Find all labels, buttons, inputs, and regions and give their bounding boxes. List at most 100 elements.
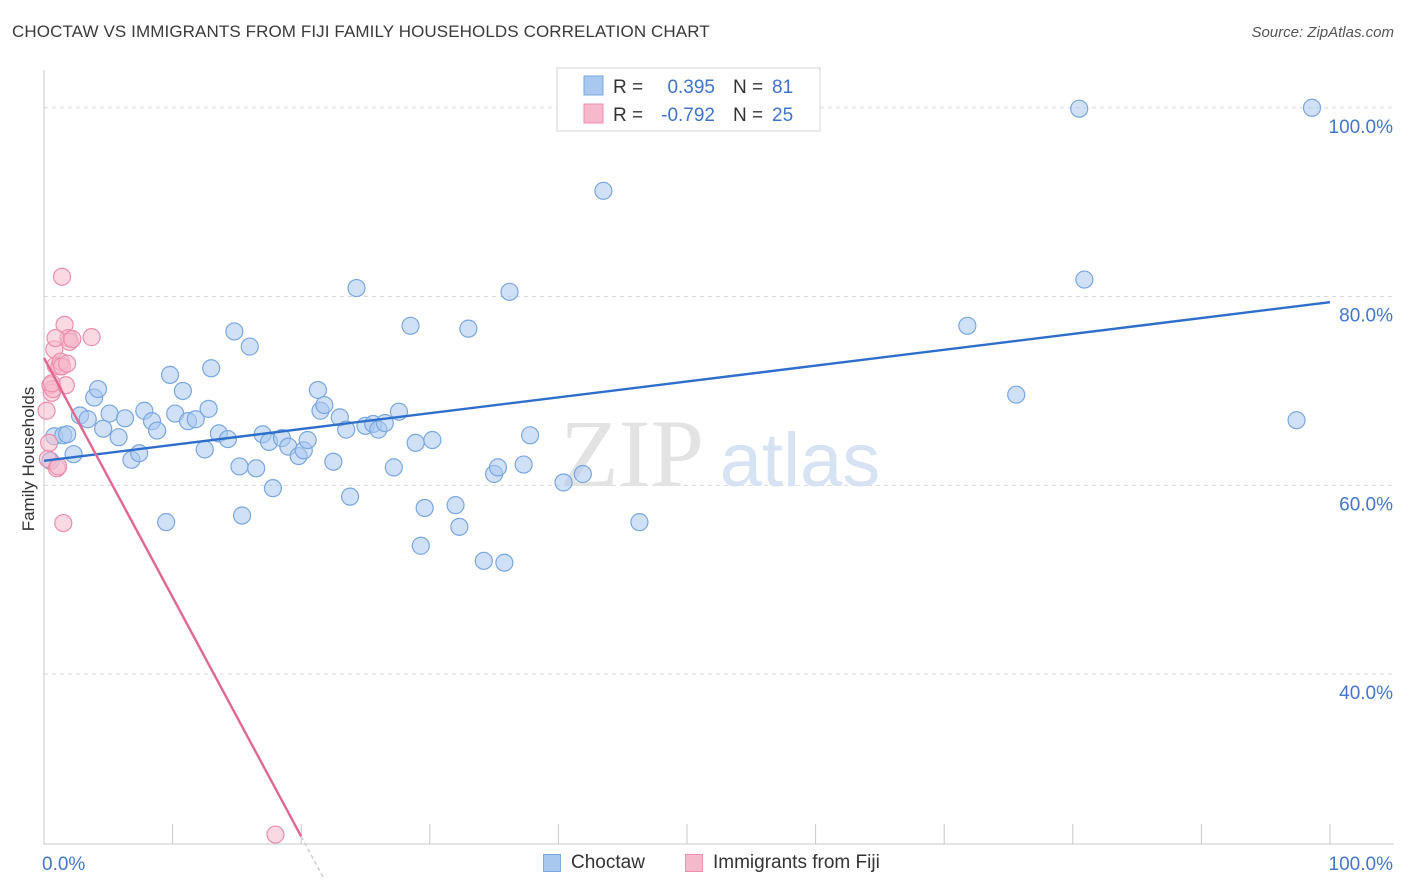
choctaw-trend-line xyxy=(43,301,1331,462)
fiji-trend-extension xyxy=(300,836,326,880)
choctaw-point xyxy=(148,421,167,440)
choctaw-point xyxy=(488,458,508,477)
choctaw-point xyxy=(64,445,83,464)
choctaw-point xyxy=(1287,411,1306,430)
choctaw-point xyxy=(500,282,519,301)
watermark-zip: ZIP xyxy=(560,400,704,507)
fiji-point xyxy=(82,328,101,347)
bottom-legend-choctaw[interactable]: Choctaw xyxy=(543,852,645,874)
choctaw-point xyxy=(78,410,97,429)
choctaw-point xyxy=(573,464,592,484)
y-tick-label: 60.0% xyxy=(1339,494,1393,515)
choctaw-point xyxy=(1302,98,1322,117)
data-points xyxy=(37,98,1322,844)
fiji-point xyxy=(58,354,77,373)
choctaw-point xyxy=(446,496,465,515)
choctaw-point xyxy=(263,479,283,498)
trend-lines xyxy=(42,301,1331,880)
choctaw-point xyxy=(347,278,366,298)
choctaw-point xyxy=(406,433,425,452)
choctaw-point xyxy=(337,420,356,439)
watermark-atlas: atlas xyxy=(720,418,881,503)
y-tick-label: 100.0% xyxy=(1329,117,1394,138)
choctaw-point xyxy=(415,498,434,518)
choctaw-point xyxy=(384,458,403,477)
y-axis-label: Family Households xyxy=(19,387,38,532)
tick-labels: 40.0% 60.0% 80.0% 100.0% 0.0% 100.0% xyxy=(42,117,1393,875)
bottom-legend-fiji[interactable]: Immigrants from Fiji xyxy=(685,852,880,874)
choctaw-point xyxy=(459,319,478,338)
choctaw-point xyxy=(247,459,266,478)
legend-n-value-2: 25 xyxy=(772,105,793,126)
choctaw-point xyxy=(521,426,540,445)
legend-n-value-1: 81 xyxy=(772,77,793,98)
choctaw-point xyxy=(1070,99,1089,118)
choctaw-point xyxy=(554,473,573,492)
choctaw-point xyxy=(315,395,334,415)
bottom-legend-swatch-choctaw xyxy=(543,854,561,872)
choctaw-point xyxy=(109,428,128,447)
y-tick-label: 80.0% xyxy=(1339,306,1393,327)
choctaw-point xyxy=(100,404,119,423)
choctaw-point xyxy=(1075,270,1094,289)
choctaw-point xyxy=(423,430,442,450)
legend: R = 0.395 N = 81 R = -0.792 N = 25 xyxy=(556,67,821,132)
legend-swatch-fiji xyxy=(583,103,604,124)
choctaw-point xyxy=(195,440,214,459)
choctaw-point xyxy=(199,399,218,418)
legend-r-value-2: -0.792 xyxy=(661,105,715,126)
legend-n-label-1: N = xyxy=(733,77,763,98)
x-tick-label-min: 0.0% xyxy=(42,854,85,875)
choctaw-point xyxy=(157,513,176,532)
choctaw-point xyxy=(202,359,221,378)
chart-title: CHOCTAW VS IMMIGRANTS FROM FIJI FAMILY H… xyxy=(12,22,710,41)
legend-swatch-choctaw xyxy=(583,75,604,96)
choctaw-point xyxy=(958,316,977,335)
legend-n-label-2: N = xyxy=(733,105,763,126)
choctaw-point xyxy=(88,379,108,399)
choctaw-point xyxy=(324,452,343,471)
choctaw-point xyxy=(450,517,469,536)
bottom-legend-label-fiji: Immigrants from Fiji xyxy=(713,852,880,873)
fiji-point xyxy=(40,433,59,452)
bottom-legend-swatch-fiji xyxy=(685,854,703,872)
x-tick-label-max: 100.0% xyxy=(1329,854,1394,875)
choctaw-point xyxy=(411,536,430,555)
legend-r-label-1: R = xyxy=(613,77,643,98)
choctaw-point xyxy=(58,425,77,444)
choctaw-point xyxy=(160,365,180,384)
fiji-point xyxy=(46,328,65,348)
choctaw-point xyxy=(495,553,514,572)
choctaw-point xyxy=(594,181,613,200)
bottom-legend: Choctaw Immigrants from Fiji xyxy=(0,852,1406,876)
y-tick-label: 40.0% xyxy=(1339,683,1393,704)
choctaw-point xyxy=(240,337,259,356)
gridlines xyxy=(44,107,1394,675)
choctaw-point xyxy=(401,316,420,335)
choctaw-point xyxy=(94,419,113,438)
fiji-point xyxy=(63,329,82,349)
choctaw-point xyxy=(630,513,649,532)
fiji-point xyxy=(54,513,73,533)
choctaw-point xyxy=(225,322,244,341)
choctaw-point xyxy=(298,430,317,450)
choctaw-point xyxy=(173,381,192,401)
choctaw-point xyxy=(308,380,328,400)
choctaw-point xyxy=(514,455,533,474)
fiji-point xyxy=(52,267,72,286)
fiji-trend-line xyxy=(42,357,303,838)
choctaw-point xyxy=(230,457,249,476)
choctaw-point xyxy=(1007,385,1026,404)
choctaw-point xyxy=(186,410,205,429)
source-label: Source: ZipAtlas.com xyxy=(1251,24,1394,41)
choctaw-point xyxy=(474,551,493,570)
fiji-point xyxy=(37,401,56,420)
bottom-legend-label-choctaw: Choctaw xyxy=(571,852,645,873)
choctaw-point xyxy=(115,409,135,428)
watermark: ZIP atlas xyxy=(560,400,880,507)
legend-r-label-2: R = xyxy=(613,105,643,126)
fiji-point xyxy=(266,825,285,844)
legend-r-value-1: 0.395 xyxy=(667,77,715,98)
choctaw-point xyxy=(340,487,360,506)
